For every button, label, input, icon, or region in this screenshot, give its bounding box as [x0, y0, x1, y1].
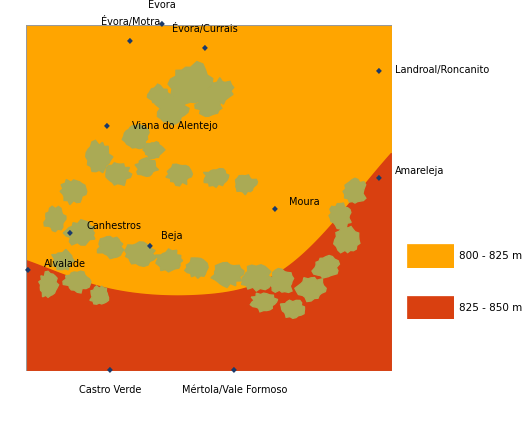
Text: ◆: ◆ [271, 204, 278, 213]
Polygon shape [122, 124, 149, 149]
Polygon shape [268, 268, 293, 292]
Polygon shape [251, 293, 278, 312]
Polygon shape [195, 93, 222, 116]
Polygon shape [280, 300, 304, 318]
Polygon shape [155, 93, 189, 125]
Text: Évora/Currais: Évora/Currais [172, 23, 238, 34]
Polygon shape [343, 178, 366, 203]
Polygon shape [204, 169, 229, 187]
Polygon shape [63, 220, 95, 245]
Text: ◆: ◆ [376, 173, 382, 182]
Text: Amareleja: Amareleja [395, 166, 445, 176]
Text: ◆: ◆ [231, 365, 238, 374]
Polygon shape [168, 62, 212, 104]
Text: ◆: ◆ [159, 19, 165, 28]
Polygon shape [98, 236, 124, 259]
Text: Évora/Motra: Évora/Motra [101, 16, 160, 27]
Text: ◆: ◆ [127, 36, 133, 46]
Polygon shape [166, 164, 192, 186]
Text: ◆: ◆ [147, 241, 153, 249]
Polygon shape [39, 271, 58, 298]
Polygon shape [329, 203, 351, 229]
Polygon shape [235, 175, 257, 195]
Polygon shape [334, 225, 360, 253]
Text: ◆: ◆ [67, 228, 73, 238]
Text: ◆: ◆ [103, 121, 110, 130]
Text: Castro Verde: Castro Verde [79, 385, 141, 395]
Polygon shape [207, 78, 234, 104]
Polygon shape [185, 258, 208, 278]
Polygon shape [125, 242, 157, 266]
Text: ◆: ◆ [376, 66, 382, 75]
Text: Viana do Alentejo: Viana do Alentejo [132, 121, 218, 131]
Text: ◆: ◆ [25, 265, 31, 274]
Polygon shape [143, 142, 165, 159]
Text: Mértola/Vale Formoso: Mértola/Vale Formoso [182, 385, 287, 395]
Text: 825 - 850 mm: 825 - 850 mm [459, 303, 522, 313]
Polygon shape [312, 255, 339, 278]
Text: ◆: ◆ [107, 365, 113, 374]
Text: Landroal/Roncanito: Landroal/Roncanito [395, 65, 490, 75]
Text: 800 - 825 mm: 800 - 825 mm [459, 251, 522, 261]
Polygon shape [156, 249, 183, 272]
Text: Évora: Évora [148, 0, 176, 10]
Polygon shape [135, 158, 159, 176]
Polygon shape [60, 179, 87, 205]
Text: ◆: ◆ [202, 43, 208, 52]
Polygon shape [26, 153, 392, 371]
Polygon shape [86, 141, 113, 173]
Polygon shape [90, 286, 109, 304]
Polygon shape [44, 206, 66, 232]
Polygon shape [63, 271, 91, 293]
Polygon shape [242, 265, 271, 291]
Polygon shape [106, 163, 132, 185]
Polygon shape [295, 278, 326, 302]
Text: Beja: Beja [161, 231, 183, 241]
Text: Canhestros: Canhestros [86, 221, 141, 231]
Polygon shape [147, 84, 169, 104]
Polygon shape [211, 262, 244, 287]
Text: Alvalade: Alvalade [44, 259, 86, 269]
Polygon shape [52, 249, 74, 270]
Text: Moura: Moura [289, 197, 320, 207]
